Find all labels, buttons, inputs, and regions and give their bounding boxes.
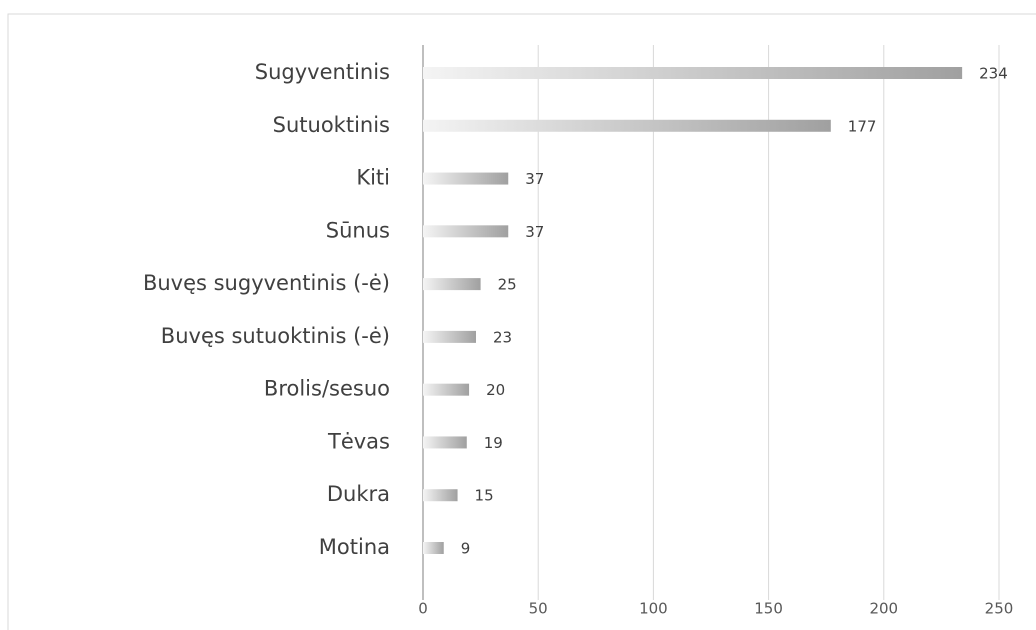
bar — [423, 383, 470, 396]
data-label: 9 — [461, 540, 471, 558]
data-label: 177 — [848, 117, 877, 135]
bar — [423, 119, 831, 132]
x-tick-label: 100 — [639, 600, 668, 618]
data-label: 23 — [493, 328, 512, 346]
y-tick-label: Motina — [319, 535, 390, 559]
bar — [423, 278, 481, 291]
bar — [423, 489, 458, 502]
y-tick-label: Buvęs sutuoktinis (-ė) — [161, 324, 390, 348]
bar — [423, 436, 467, 449]
x-tick-label: 0 — [418, 600, 428, 618]
chart-border — [7, 13, 1036, 630]
data-label: 37 — [525, 170, 544, 188]
y-tick-label: Kiti — [356, 166, 390, 190]
y-tick-label: Dukra — [327, 482, 390, 506]
data-label: 15 — [475, 487, 494, 505]
bar — [423, 225, 509, 238]
x-tick-label: 50 — [529, 600, 548, 618]
data-label: 19 — [484, 434, 503, 452]
x-tick-label: 250 — [985, 600, 1014, 618]
data-label: 25 — [498, 276, 517, 294]
bar — [423, 172, 509, 185]
data-label: 234 — [979, 65, 1008, 83]
bar — [423, 67, 963, 79]
y-tick-label: Sūnus — [326, 218, 390, 242]
bar — [423, 330, 476, 343]
data-label: 37 — [525, 223, 544, 241]
y-tick-label: Tėvas — [327, 429, 390, 453]
bar — [423, 542, 444, 554]
x-tick-label: 150 — [754, 600, 783, 618]
data-label: 20 — [486, 381, 505, 399]
y-tick-label: Buvęs sugyventinis (-ė) — [143, 271, 390, 295]
y-tick-label: Brolis/sesuo — [264, 377, 390, 401]
y-tick-label: Sutuoktinis — [273, 113, 390, 137]
x-tick-label: 200 — [869, 600, 898, 618]
y-tick-label: Sugyventinis — [255, 60, 390, 84]
